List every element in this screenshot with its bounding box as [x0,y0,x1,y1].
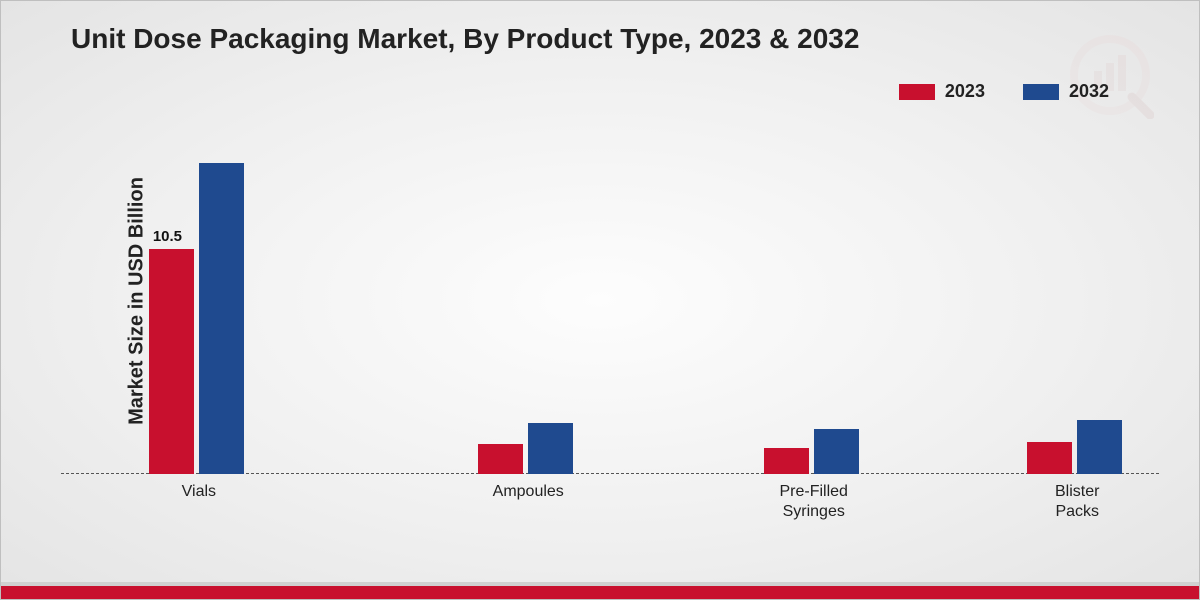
chart-title: Unit Dose Packaging Market, By Product T… [71,23,859,55]
plot-area: 10.5 Vials Ampoules Pre-FilledSyringes Blist… [61,131,1159,534]
category-label: Ampoules [493,482,564,534]
category-label: Vials [182,482,216,534]
bar-2032 [1077,420,1122,474]
bar-2023 [764,448,809,474]
bar-2032 [814,429,859,474]
bar-value-label: 10.5 [153,228,182,245]
bar-2023 [478,444,523,474]
legend-label: 2032 [1069,81,1109,102]
legend-label: 2023 [945,81,985,102]
bar-2032 [528,423,573,474]
category-label: Pre-FilledSyringes [779,482,847,534]
legend-item-2023: 2023 [899,81,985,102]
category-label: BlisterPacks [1055,482,1099,534]
bar-2023 [1027,442,1072,474]
legend-item-2032: 2032 [1023,81,1109,102]
legend: 2023 2032 [899,81,1109,102]
legend-swatch-2023 [899,84,935,100]
chart-frame: Unit Dose Packaging Market, By Product T… [0,0,1200,600]
bar-2023 [149,249,194,474]
watermark-icon [1066,31,1154,124]
legend-swatch-2032 [1023,84,1059,100]
bar-2032 [199,163,244,474]
footer-divider-red [1,586,1199,599]
